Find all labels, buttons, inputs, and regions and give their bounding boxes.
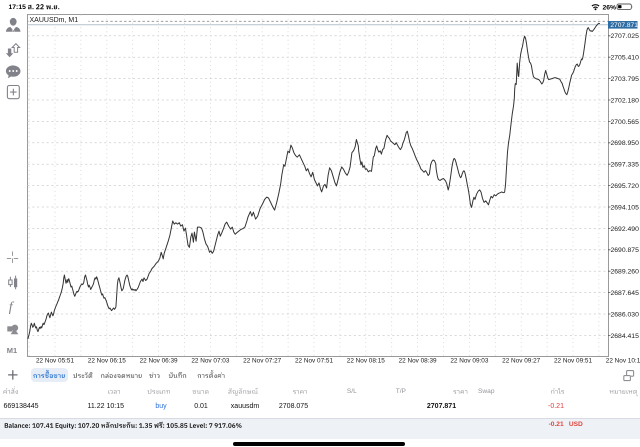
svg-text:2695.720: 2695.720 <box>611 183 640 190</box>
svg-text:XAUUSDm, M1: XAUUSDm, M1 <box>30 17 79 24</box>
svg-text:22 Nov 08:39: 22 Nov 08:39 <box>399 358 437 365</box>
svg-text:22 Nov 09:03: 22 Nov 09:03 <box>450 358 488 365</box>
svg-text:2690.875: 2690.875 <box>611 247 640 254</box>
svg-text:2689.260: 2689.260 <box>611 269 640 276</box>
svg-text:2697.335: 2697.335 <box>611 162 640 169</box>
svg-text:22 Nov 09:27: 22 Nov 09:27 <box>502 358 540 365</box>
svg-text:2684.415: 2684.415 <box>611 333 640 340</box>
svg-text:2694.105: 2694.105 <box>611 204 640 211</box>
svg-text:22 Nov 07:51: 22 Nov 07:51 <box>295 358 333 365</box>
svg-text:2700.565: 2700.565 <box>611 119 640 126</box>
svg-text:2702.180: 2702.180 <box>611 97 640 104</box>
svg-text:22 Nov 08:15: 22 Nov 08:15 <box>347 358 385 365</box>
svg-text:2687.645: 2687.645 <box>611 290 640 297</box>
svg-text:17:15: 17:15 <box>9 4 27 11</box>
svg-text:22 Nov 10:15: 22 Nov 10:15 <box>606 358 640 365</box>
svg-text:2703.795: 2703.795 <box>611 76 640 83</box>
svg-text:M1: M1 <box>7 346 17 355</box>
svg-text:2707.025: 2707.025 <box>611 33 640 40</box>
svg-text:22 Nov 09:51: 22 Nov 09:51 <box>554 358 592 365</box>
svg-text:2692.490: 2692.490 <box>611 226 640 233</box>
svg-text:f: f <box>9 300 15 315</box>
svg-text:2705.410: 2705.410 <box>611 55 640 62</box>
svg-text:22 Nov 06:39: 22 Nov 06:39 <box>140 358 178 365</box>
svg-text:26%: 26% <box>603 4 617 11</box>
svg-text:2707.871: 2707.871 <box>610 22 638 29</box>
svg-text:22 Nov 05:51: 22 Nov 05:51 <box>36 358 74 365</box>
svg-text:2686.030: 2686.030 <box>611 311 640 318</box>
svg-text:22 Nov 07:03: 22 Nov 07:03 <box>191 358 229 365</box>
svg-text:2698.950: 2698.950 <box>611 140 640 147</box>
svg-text:22 Nov 06:15: 22 Nov 06:15 <box>88 358 126 365</box>
svg-text:22 Nov 07:27: 22 Nov 07:27 <box>243 358 281 365</box>
